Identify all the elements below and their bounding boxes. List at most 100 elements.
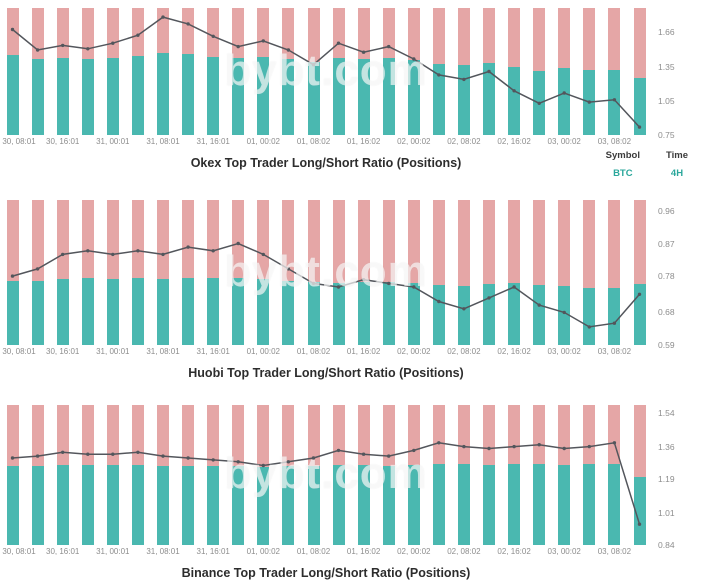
short-segment	[232, 200, 245, 278]
short-segment	[483, 405, 495, 465]
short-segment	[31, 200, 44, 281]
time-control[interactable]: Time 4H	[666, 150, 688, 179]
stacked-bar	[608, 405, 621, 545]
long-segment	[131, 278, 144, 345]
long-segment	[307, 282, 320, 345]
short-segment	[182, 200, 195, 278]
long-segment	[332, 464, 345, 545]
stacked-bar	[483, 8, 495, 135]
long-segment	[332, 57, 345, 135]
x-tick-label: 31, 00:01	[96, 347, 130, 356]
x-tick-label: 31, 00:01	[96, 547, 130, 556]
short-segment	[508, 200, 521, 283]
x-tick-label: 03, 08:02	[597, 137, 632, 146]
stacked-bar	[432, 8, 445, 135]
long-segment	[257, 57, 270, 135]
long-segment	[483, 62, 495, 135]
x-tick-label: 31, 08:01	[146, 137, 180, 146]
x-tick-label: 01, 08:02	[296, 137, 331, 146]
binance-plot-area: bybt.com	[0, 405, 652, 545]
huobi-y-axis: 0.96 0.87 0.78 0.68 0.59	[652, 200, 726, 350]
short-segment	[508, 405, 521, 465]
long-segment	[382, 465, 395, 545]
x-tick-label: 03, 00:02	[547, 347, 581, 356]
long-segment	[508, 282, 521, 345]
stacked-bar	[207, 8, 220, 135]
stacked-bar	[457, 405, 470, 545]
x-tick-label: 31, 16:01	[196, 137, 230, 146]
short-segment	[382, 200, 395, 283]
y-tick-label: 0.75	[658, 130, 675, 140]
binance-chart-title: Binance Top Trader Long/Short Ratio (Pos…	[181, 566, 471, 580]
short-segment	[633, 200, 646, 284]
x-tick-label: 03, 00:02	[547, 137, 581, 146]
short-segment	[432, 8, 445, 64]
short-segment	[432, 200, 445, 285]
stacked-bar	[282, 8, 295, 135]
x-tick-label: 31, 00:01	[96, 137, 130, 146]
short-segment	[457, 405, 470, 465]
short-segment	[608, 405, 621, 464]
stacked-bar	[382, 8, 395, 135]
huobi-chart: bybt.com 0.96 0.87 0.78 0.68 0.59 30, 08:01 3…	[0, 200, 726, 381]
x-tick-label: 02, 00:02	[397, 137, 431, 146]
long-segment	[457, 285, 470, 345]
y-tick-label: 1.05	[658, 96, 675, 106]
bybt-long-short-dashboard: bybt.com 1.66 1.35 1.05 0.75 30, 08:01 30, 1…	[0, 8, 726, 581]
short-segment	[332, 200, 345, 283]
time-value-dropdown[interactable]: 4H	[670, 168, 684, 179]
stacked-bar	[207, 200, 220, 345]
x-tick-label: 02, 08:02	[447, 137, 481, 146]
short-segment	[457, 200, 470, 286]
short-segment	[106, 405, 119, 466]
x-tick-label: 01, 08:02	[296, 347, 331, 356]
stacked-bar	[332, 405, 345, 545]
stacked-bar	[6, 405, 19, 545]
x-tick-label: 02, 16:02	[497, 137, 531, 146]
long-segment	[131, 465, 144, 545]
y-tick-label: 1.36	[658, 441, 675, 452]
x-tick-label: 01, 16:02	[346, 547, 381, 556]
short-segment	[106, 8, 119, 58]
short-segment	[483, 200, 495, 285]
short-segment	[307, 405, 320, 466]
stacked-bar	[157, 405, 169, 545]
okex-plot-area: bybt.com	[0, 8, 652, 135]
stacked-bar	[382, 405, 395, 545]
symbol-value-dropdown[interactable]: BTC	[613, 168, 633, 179]
stacked-bar	[533, 200, 546, 345]
long-segment	[31, 58, 44, 135]
x-tick-label: 30, 16:01	[46, 547, 80, 556]
stacked-bar	[583, 200, 596, 345]
long-segment	[131, 56, 144, 135]
stacked-bar	[106, 405, 119, 545]
short-segment	[282, 200, 295, 281]
stacked-bar	[633, 405, 646, 545]
stacked-bar	[432, 405, 445, 545]
short-segment	[357, 200, 370, 282]
stacked-bar	[407, 200, 420, 345]
short-segment	[457, 8, 470, 65]
ratio-line	[10, 15, 642, 129]
stacked-bar	[31, 8, 44, 135]
long-segment	[207, 56, 220, 135]
short-segment	[407, 8, 420, 61]
stacked-bar	[633, 8, 646, 135]
long-segment	[232, 58, 245, 135]
short-segment	[633, 8, 646, 78]
stacked-bar	[558, 405, 571, 545]
long-segment	[307, 465, 320, 545]
y-tick-label: 1.35	[658, 62, 675, 72]
long-segment	[182, 54, 195, 135]
stacked-bar	[81, 8, 94, 135]
symbol-control[interactable]: Symbol BTC	[606, 150, 640, 179]
long-segment	[533, 464, 546, 545]
stacked-bar	[307, 200, 320, 345]
long-segment	[407, 464, 420, 545]
short-segment	[81, 405, 94, 466]
long-segment	[633, 77, 646, 135]
y-tick-label: 1.19	[658, 473, 675, 484]
stacked-bar	[558, 8, 571, 135]
short-segment	[583, 8, 596, 71]
x-tick-label: 01, 16:02	[346, 347, 381, 356]
